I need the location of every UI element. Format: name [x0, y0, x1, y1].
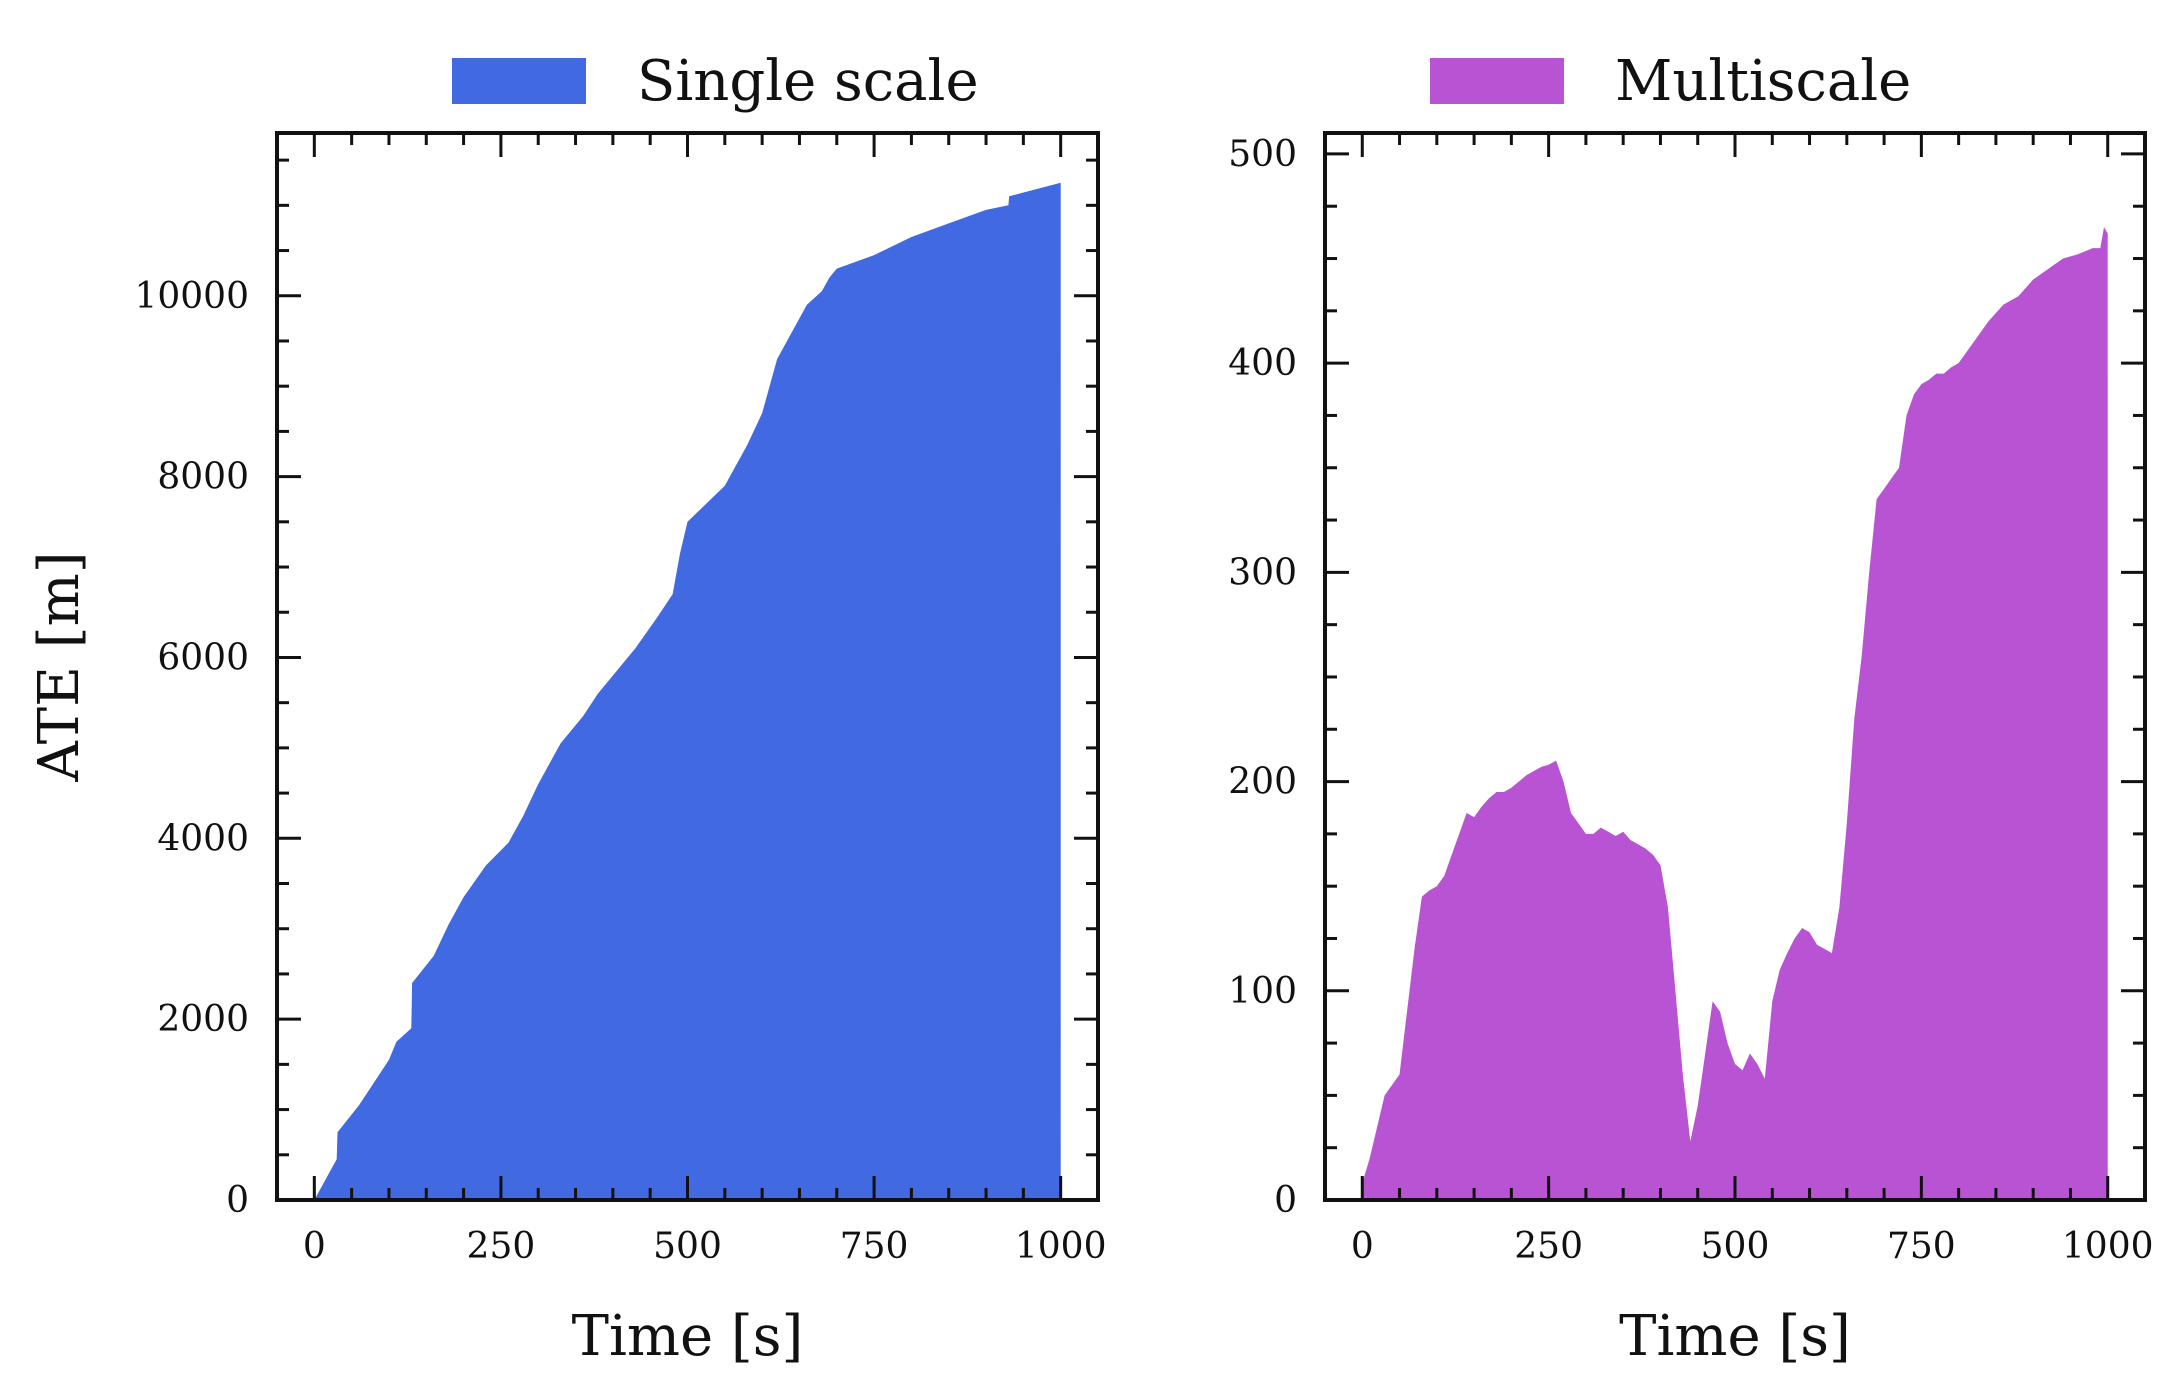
multiscale-panel: 0 250 500 750 1000 0 100 200 300 400 500 Time [s] Mu… — [1228, 49, 2153, 1369]
x-tick-label: 0 — [1351, 1226, 1374, 1267]
legend-label: Single scale — [637, 49, 979, 114]
y-tick-label: 10000 — [134, 276, 249, 317]
x-tick-label: 1000 — [2062, 1226, 2154, 1267]
y-tick-label: 8000 — [157, 457, 249, 498]
series-area — [1362, 227, 2108, 1201]
legend-swatch — [1430, 58, 1564, 104]
y-tick-label: 0 — [226, 1180, 249, 1221]
x-tick-label: 250 — [1514, 1226, 1583, 1267]
y-tick-label: 100 — [1228, 971, 1297, 1012]
y-tick-label: 500 — [1228, 134, 1297, 175]
legend-swatch — [452, 58, 586, 104]
x-axis-label: Time [s] — [1619, 1304, 1851, 1369]
x-tick-label: 0 — [303, 1226, 326, 1267]
y-tick-label: 0 — [1274, 1180, 1297, 1221]
x-tick-label: 500 — [653, 1226, 722, 1267]
single-scale-panel: 0 250 500 750 10000200040006000800010000Time… — [27, 49, 1106, 1369]
y-tick-label: 400 — [1228, 343, 1297, 384]
x-tick-label: 750 — [1887, 1226, 1956, 1267]
x-tick-label: 750 — [840, 1226, 909, 1267]
y-axis-label: ATE [m] — [27, 551, 92, 782]
x-tick-label: 1000 — [1015, 1226, 1107, 1267]
x-tick-label: 500 — [1701, 1226, 1770, 1267]
y-tick-label: 6000 — [157, 637, 249, 678]
x-axis-label: Time [s] — [572, 1304, 804, 1369]
y-tick-label: 300 — [1228, 552, 1297, 593]
y-tick-label: 2000 — [157, 999, 249, 1040]
series-area — [314, 182, 1061, 1200]
y-tick-label: 200 — [1228, 762, 1297, 803]
x-tick-label: 250 — [467, 1226, 536, 1267]
y-tick-label: 4000 — [157, 818, 249, 859]
legend-label: Multiscale — [1615, 49, 1911, 114]
